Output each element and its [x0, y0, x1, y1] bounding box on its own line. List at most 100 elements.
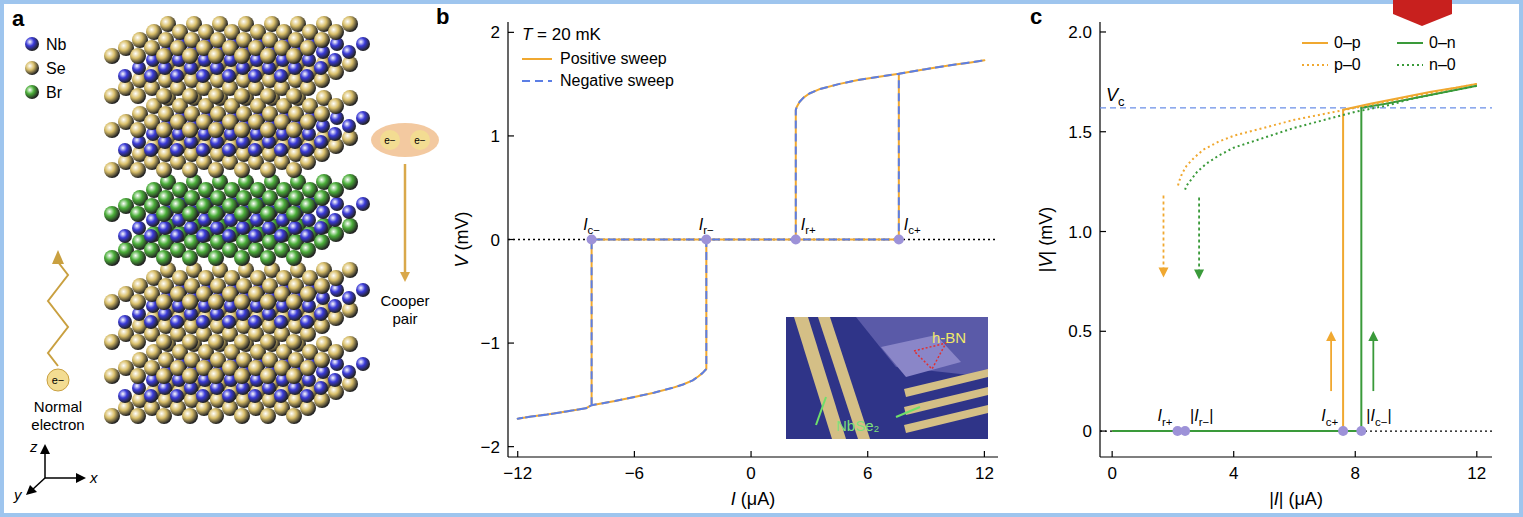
atom: [156, 294, 172, 310]
atom: [130, 294, 146, 310]
text-run: 8: [1351, 464, 1360, 483]
atom: [182, 162, 198, 178]
atom: [342, 174, 358, 190]
atom: [356, 357, 370, 371]
point-label: Ic+: [1321, 407, 1338, 428]
arrow-head: [1194, 270, 1204, 280]
atom: [196, 143, 210, 157]
atom: [208, 88, 224, 104]
plot-area: [508, 60, 998, 418]
text-run: r−: [703, 224, 714, 236]
atom: [222, 69, 236, 83]
atom: [286, 122, 302, 138]
atom: [286, 162, 302, 178]
right-label: Cooperpair: [380, 292, 429, 327]
atom: [234, 408, 250, 424]
plot-area: [1100, 84, 1492, 436]
electron-label: e−: [52, 374, 65, 386]
text-run: 2: [491, 23, 500, 42]
atom: [316, 205, 330, 219]
atom: [222, 315, 236, 329]
x-tick-label: 0: [746, 464, 755, 483]
atom: [208, 206, 224, 222]
atom: [356, 37, 370, 51]
series-line: [1112, 84, 1477, 431]
y-tick: [508, 135, 514, 136]
atom: [260, 48, 276, 64]
axis-letter: x: [89, 469, 98, 486]
y-tick: [1100, 131, 1106, 132]
axis-letter: z: [29, 438, 38, 455]
atom: [328, 182, 344, 198]
y-tick: [508, 32, 514, 33]
point: [1338, 426, 1348, 436]
atom: [260, 162, 276, 178]
atom: [260, 250, 276, 266]
atom: [196, 229, 210, 243]
x-axis-title: |I| (μA): [1269, 489, 1323, 509]
figure: aNbSeBre−Normalelectrone−e−Cooperpairzxy…: [0, 0, 1523, 517]
arrow-head: [40, 444, 50, 454]
text-run: −12: [503, 464, 532, 483]
atom: [130, 162, 146, 178]
atom: [300, 286, 316, 302]
arrow-head: [1368, 331, 1378, 341]
atom: [182, 250, 198, 266]
atom: [208, 294, 224, 310]
atom: [328, 226, 344, 242]
y-axis: [1099, 22, 1100, 457]
text-run: r+: [1162, 416, 1173, 428]
atom: [286, 48, 302, 64]
text-run: 0: [1083, 422, 1092, 441]
atom: [300, 114, 316, 130]
atom: [300, 143, 314, 157]
text-run: c−: [588, 224, 601, 236]
x-tick: [750, 451, 751, 457]
atom: [156, 334, 172, 350]
reference-label: Vc: [1106, 85, 1125, 109]
atom: [328, 344, 344, 360]
text-run: 6: [863, 464, 872, 483]
text-run: c: [1030, 4, 1042, 29]
y-tick-label: 2.0: [1068, 23, 1092, 42]
arrow-head: [76, 473, 86, 483]
y-tick-label: 1: [491, 127, 500, 146]
atom: [104, 48, 120, 64]
text-run: 1.5: [1068, 123, 1092, 142]
point-label: Ic−: [583, 216, 600, 237]
y-tick: [1100, 331, 1106, 332]
atom: [118, 229, 132, 243]
y-tick-label: 0: [491, 231, 500, 250]
y-tick: [1100, 231, 1106, 232]
inset-outline: [914, 343, 946, 369]
electron: [47, 369, 69, 391]
text-run: 2.0: [1068, 23, 1092, 42]
atom: [248, 69, 262, 83]
y-tick-label: −2: [481, 438, 500, 457]
x-axis: [508, 456, 998, 457]
atom: [144, 389, 158, 403]
atom: [328, 299, 342, 313]
atom: [130, 334, 146, 350]
atom: [130, 206, 146, 222]
atom: [130, 250, 146, 266]
arrow-shaft: [44, 452, 46, 478]
arrow-head: [1326, 331, 1336, 341]
atom: [234, 250, 250, 266]
text-run: 4: [1229, 464, 1238, 483]
inset-flake: [856, 317, 988, 377]
text-run: | (mV): [1036, 207, 1056, 256]
atom: [260, 334, 276, 350]
atom: [274, 69, 288, 83]
text-run: n–0: [1429, 56, 1456, 73]
atom: [156, 122, 172, 138]
legend-atom: [25, 85, 39, 99]
x-axis: [1100, 456, 1492, 457]
atom: [182, 206, 198, 222]
atom: [156, 48, 172, 64]
legend-atom: [25, 61, 39, 75]
text-run: NbSe₂: [836, 417, 880, 434]
atom: [274, 143, 288, 157]
atom: [144, 143, 158, 157]
atom: [342, 16, 358, 32]
